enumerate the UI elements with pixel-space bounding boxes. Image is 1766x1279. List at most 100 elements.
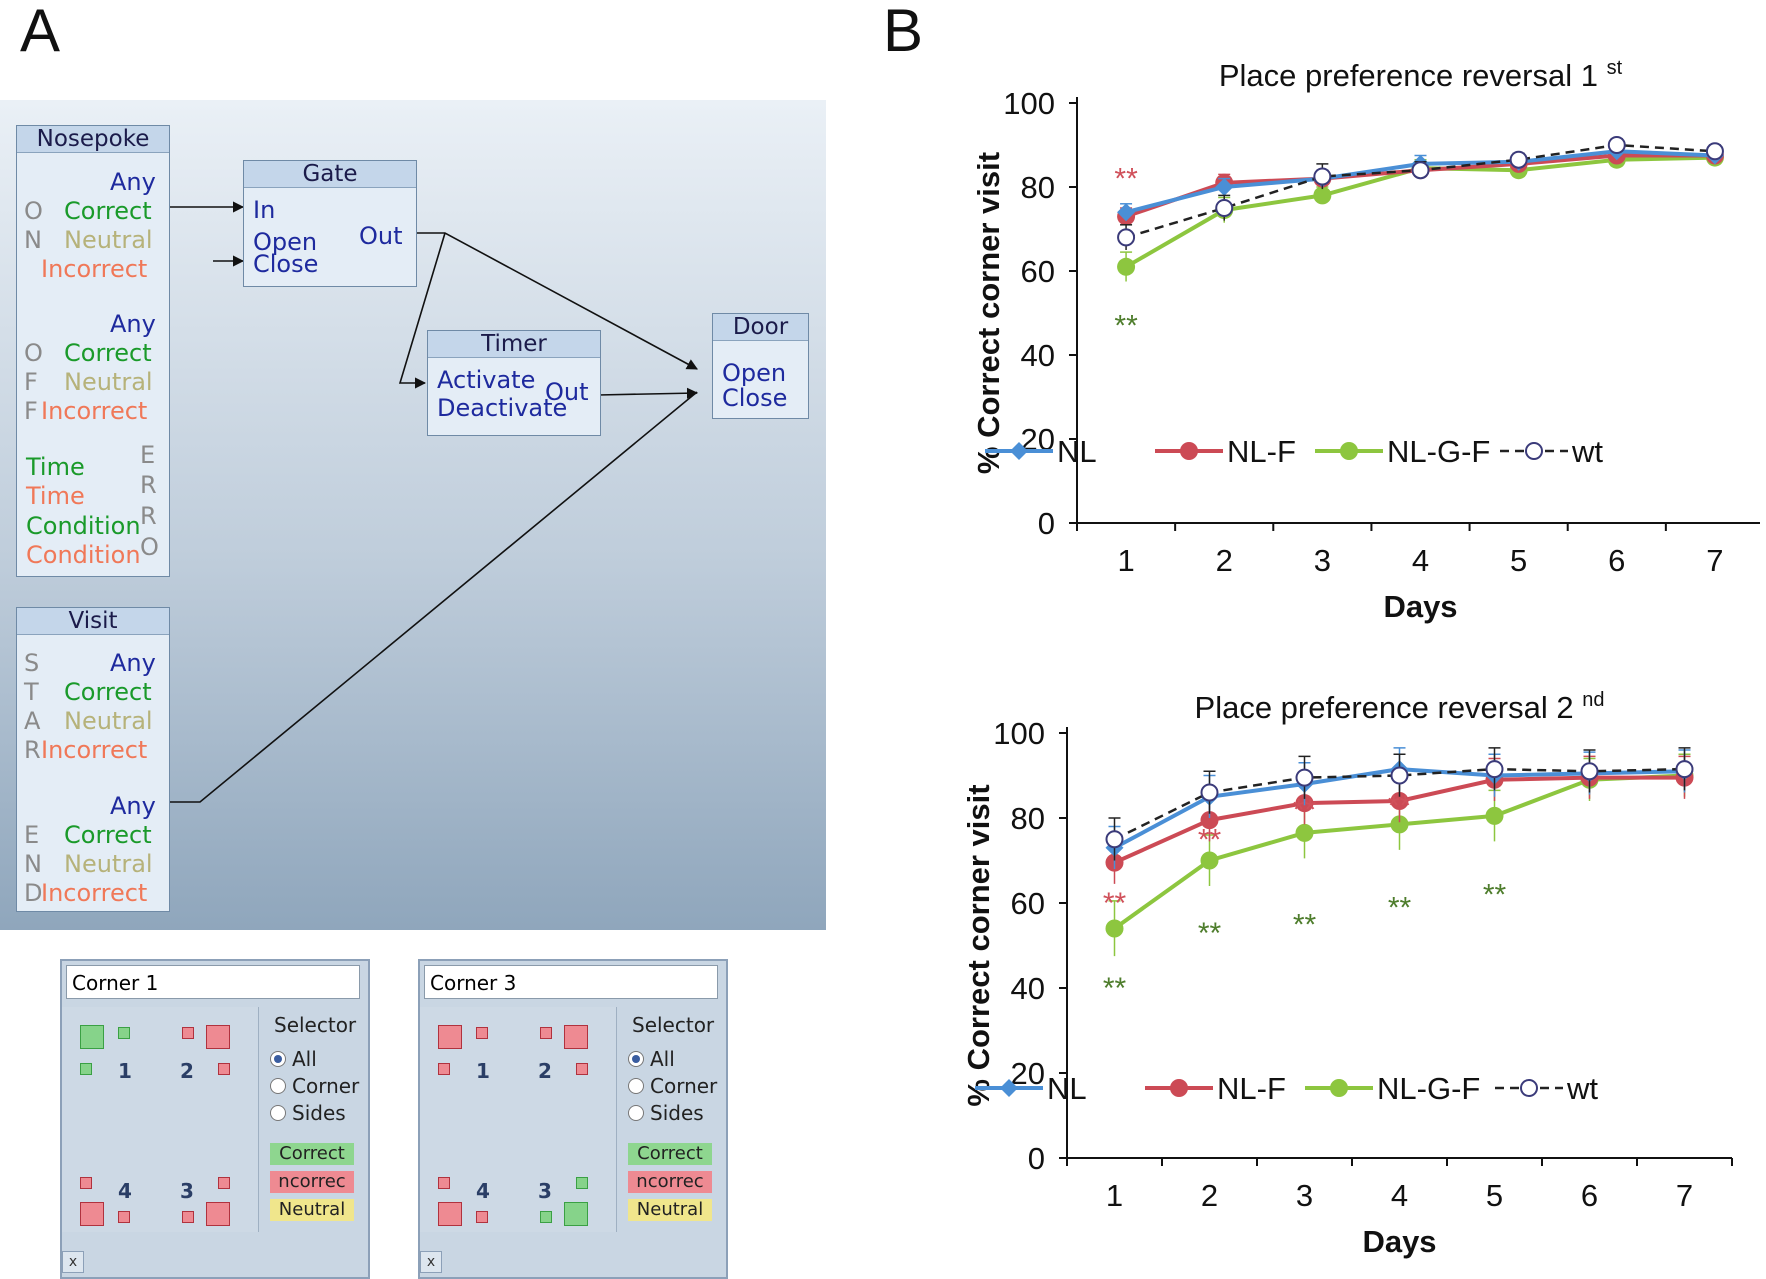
corner-selector-1[interactable]: Corner 1 1 2 4 3 Selector All Corner Sid… — [60, 959, 370, 1279]
neutral-chip[interactable]: Neutral — [628, 1199, 712, 1221]
corner-4-square[interactable] — [476, 1211, 488, 1223]
significance-marker: ** — [1388, 789, 1412, 822]
corner-1-square[interactable] — [476, 1027, 488, 1039]
corner-4-square[interactable] — [80, 1202, 104, 1226]
visit-start-letter: R — [24, 736, 41, 764]
timer-block[interactable]: Timer — [427, 330, 601, 436]
radio-all-label[interactable]: All — [650, 1047, 675, 1071]
corner-4-square[interactable] — [438, 1177, 450, 1189]
corner-2-square[interactable] — [576, 1063, 588, 1075]
corner-name-input[interactable]: Corner 1 — [66, 965, 360, 999]
data-point — [1485, 760, 1504, 779]
radio-sides[interactable] — [628, 1105, 644, 1121]
gate-block[interactable]: Gate — [243, 160, 417, 287]
radio-all-label[interactable]: All — [292, 1047, 317, 1071]
visit-start-correct[interactable]: Correct — [64, 678, 152, 706]
gate-in-port[interactable]: In — [253, 196, 276, 224]
gate-out-port[interactable]: Out — [359, 222, 403, 250]
nosepoke-on-any[interactable]: Any — [110, 168, 156, 196]
corner-2-square[interactable] — [218, 1063, 230, 1075]
visit-end-any[interactable]: Any — [110, 792, 156, 820]
data-point — [1390, 792, 1409, 810]
corner-1-square[interactable] — [80, 1025, 104, 1049]
y-axis-label: % Correct corner visit — [971, 152, 1006, 474]
visit-start-incorrect[interactable]: Incorrect — [41, 736, 148, 764]
close-icon[interactable]: x — [62, 1251, 84, 1273]
timer-activate-port[interactable]: Activate — [437, 366, 536, 394]
nosepoke-on-correct[interactable]: Correct — [64, 197, 152, 225]
radio-sides-label[interactable]: Sides — [292, 1101, 346, 1125]
visit-block[interactable]: Visit — [16, 607, 170, 912]
nosepoke-err-time-2[interactable]: Time — [26, 482, 85, 510]
radio-corner-label[interactable]: Corner — [292, 1074, 360, 1098]
corner-name-input[interactable]: Corner 3 — [424, 965, 718, 999]
visit-end-correct[interactable]: Correct — [64, 821, 152, 849]
timer-deactivate-port[interactable]: Deactivate — [437, 394, 568, 422]
corner-1-square[interactable] — [438, 1025, 462, 1049]
radio-all[interactable] — [270, 1051, 286, 1067]
door-close-port[interactable]: Close — [722, 384, 788, 412]
nosepoke-off-correct[interactable]: Correct — [64, 339, 152, 367]
corner-2-square[interactable] — [564, 1025, 588, 1049]
incorrect-chip[interactable]: ncorrec — [270, 1171, 354, 1193]
incorrect-chip[interactable]: ncorrec — [628, 1171, 712, 1193]
nosepoke-block[interactable]: Nosepoke — [16, 125, 170, 577]
neutral-chip[interactable]: Neutral — [270, 1199, 354, 1221]
radio-corner-label[interactable]: Corner — [650, 1074, 718, 1098]
x-axis-label: Days — [1383, 589, 1457, 624]
data-point — [1607, 136, 1626, 154]
corner-4-square[interactable] — [438, 1202, 462, 1226]
significance-marker: ** — [1103, 887, 1127, 920]
corner-2-square[interactable] — [540, 1027, 552, 1039]
gate-close-port[interactable]: Close — [253, 250, 319, 278]
corner-1-square[interactable] — [438, 1063, 450, 1075]
corner-1-square[interactable] — [80, 1063, 92, 1075]
radio-corner[interactable] — [270, 1078, 286, 1094]
nosepoke-err-condition-2[interactable]: Condition — [26, 541, 141, 569]
gate-open-port[interactable]: Open — [253, 228, 318, 256]
timer-title: Timer — [428, 331, 600, 358]
timer-out-port[interactable]: Out — [545, 378, 589, 406]
corner-3-square[interactable] — [564, 1202, 588, 1226]
nosepoke-err-time-1[interactable]: Time — [26, 453, 85, 481]
corner-2-square[interactable] — [206, 1025, 230, 1049]
close-icon[interactable]: x — [420, 1251, 442, 1273]
radio-corner[interactable] — [628, 1078, 644, 1094]
visit-end-neutral[interactable]: Neutral — [64, 850, 153, 878]
door-open-port[interactable]: Open — [722, 359, 787, 387]
radio-sides[interactable] — [270, 1105, 286, 1121]
corner-4-square[interactable] — [118, 1211, 130, 1223]
x-tick-label: 7 — [1706, 543, 1723, 578]
visit-start-neutral[interactable]: Neutral — [64, 707, 153, 735]
visit-start-letter: T — [24, 678, 39, 706]
legend-label: wt — [1566, 1071, 1598, 1106]
nosepoke-err-letter: R — [140, 502, 157, 530]
visit-end-incorrect[interactable]: Incorrect — [41, 879, 148, 907]
x-tick-label: 7 — [1676, 1178, 1693, 1213]
data-point — [1215, 199, 1234, 217]
legend-marker — [1520, 1079, 1538, 1097]
nosepoke-on-letter: N — [24, 226, 42, 254]
corner-1-square[interactable] — [118, 1027, 130, 1039]
radio-all[interactable] — [628, 1051, 644, 1067]
nosepoke-on-incorrect[interactable]: Incorrect — [41, 255, 148, 283]
door-block[interactable]: Door — [712, 313, 809, 419]
corner-3-square[interactable] — [206, 1202, 230, 1226]
correct-chip[interactable]: Correct — [270, 1143, 354, 1165]
corner-3-square[interactable] — [182, 1211, 194, 1223]
data-point — [1117, 203, 1136, 222]
nosepoke-err-condition-1[interactable]: Condition — [26, 512, 141, 540]
corner-selector-3[interactable]: Corner 3 1 2 4 3 Selector All Corner Sid… — [418, 959, 728, 1279]
corner-2-square[interactable] — [182, 1027, 194, 1039]
nosepoke-on-neutral[interactable]: Neutral — [64, 226, 153, 254]
correct-chip[interactable]: Correct — [628, 1143, 712, 1165]
corner-3-square[interactable] — [218, 1177, 230, 1189]
nosepoke-off-neutral[interactable]: Neutral — [64, 368, 153, 396]
corner-3-square[interactable] — [576, 1177, 588, 1189]
visit-start-any[interactable]: Any — [110, 649, 156, 677]
radio-sides-label[interactable]: Sides — [650, 1101, 704, 1125]
corner-3-square[interactable] — [540, 1211, 552, 1223]
corner-4-square[interactable] — [80, 1177, 92, 1189]
nosepoke-off-incorrect[interactable]: Incorrect — [41, 397, 148, 425]
nosepoke-off-any[interactable]: Any — [110, 310, 156, 338]
